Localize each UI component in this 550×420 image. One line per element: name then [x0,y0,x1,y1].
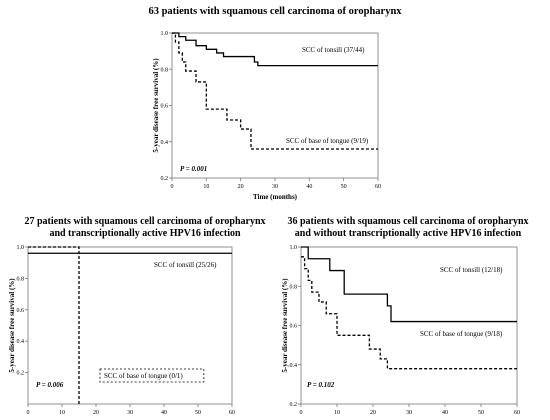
x-tick-label: 20 [93,410,99,416]
series-label: SCC of base of tongue (9/19) [286,137,369,145]
p-value-label: P = 0.102 [307,381,335,389]
x-tick-label: 50 [341,184,347,190]
chart-title-line: and transcriptionally active HPV16 infec… [49,228,241,239]
x-tick-label: 10 [59,410,65,416]
y-tick-label: 0.2 [17,371,25,377]
y-tick-label: 0.4 [17,339,25,345]
x-tick-label: 0 [171,184,174,190]
x-tick-label: 30 [272,184,278,190]
y-tick-label: 0.8 [290,284,298,290]
chart-title-line: 27 patients with squamous cell carcinoma… [24,216,265,227]
x-tick-label: 30 [406,410,412,416]
series-label: SCC of tonsill (25/26) [154,261,217,269]
y-tick-label: 0.4 [161,140,169,146]
series-line-base-of-tongue [172,32,378,150]
x-tick-label: 10 [203,184,209,190]
y-axis-label: 5-year disease free survival (%) [281,278,289,373]
km-panel-1: 63 patients with squamous cell carcinoma… [148,6,402,201]
x-tick-label: 60 [229,410,235,416]
chart-title-line: 63 patients with squamous cell carcinoma… [148,6,402,17]
x-tick-label: 50 [195,410,201,416]
series-label: SCC of base of tongue (9/18) [420,330,503,338]
x-tick-label: 60 [514,410,520,416]
plot-frame [171,32,379,179]
x-tick-label: 40 [442,410,448,416]
p-value-label: P = 0.001 [180,165,207,173]
series-label: SCC of tonsill (37/44) [302,46,365,54]
y-tick-label: 0.2 [161,176,169,182]
series-line-base-of-tongue [301,256,517,370]
y-tick-label: 1.0 [290,245,298,251]
x-tick-label: 40 [306,184,312,190]
y-axis-label: 5-year disease free survival (%) [8,278,16,373]
series-line-base-of-tongue [28,246,80,404]
x-tick-label: 30 [127,410,133,416]
x-tick-label: 0 [300,410,303,416]
x-axis-label: Time (months) [253,193,298,201]
x-tick-label: 20 [238,184,244,190]
x-tick-label: 50 [478,410,484,416]
y-tick-label: 0.8 [17,276,25,282]
y-tick-label: 0.6 [290,324,298,330]
y-tick-label: 1.0 [17,245,25,251]
x-tick-label: 0 [27,410,30,416]
y-tick-label: 0.8 [161,67,169,73]
chart-title-line: and without transcriptionally active HPV… [295,228,522,239]
y-tick-label: 1.0 [161,31,169,37]
x-tick-label: 40 [161,410,167,416]
x-tick-label: 60 [375,184,381,190]
y-tick-label: 0.4 [290,363,298,369]
p-value-label: P = 0.006 [36,381,64,389]
y-tick-label: 0.2 [290,402,298,408]
y-tick-label: 0.6 [161,104,169,110]
series-label: SCC of tonsill (12/18) [440,266,503,274]
km-panel-2: 27 patients with squamous cell carcinoma… [8,216,266,420]
x-tick-label: 20 [370,410,376,416]
x-tick-label: 10 [334,410,340,416]
chart-title-line: 36 patients with squamous cell carcinoma… [287,216,528,227]
series-label-box [99,368,205,383]
y-tick-label: 0.6 [17,308,25,314]
km-panel-3: 36 patients with squamous cell carcinoma… [281,216,529,420]
y-axis-label: 5-year disease free survival (%) [152,58,160,153]
series-label: SCC of base of tongue (0/1) [104,372,183,380]
series-line-tonsill [301,246,517,323]
series-line-tonsill [172,32,378,67]
